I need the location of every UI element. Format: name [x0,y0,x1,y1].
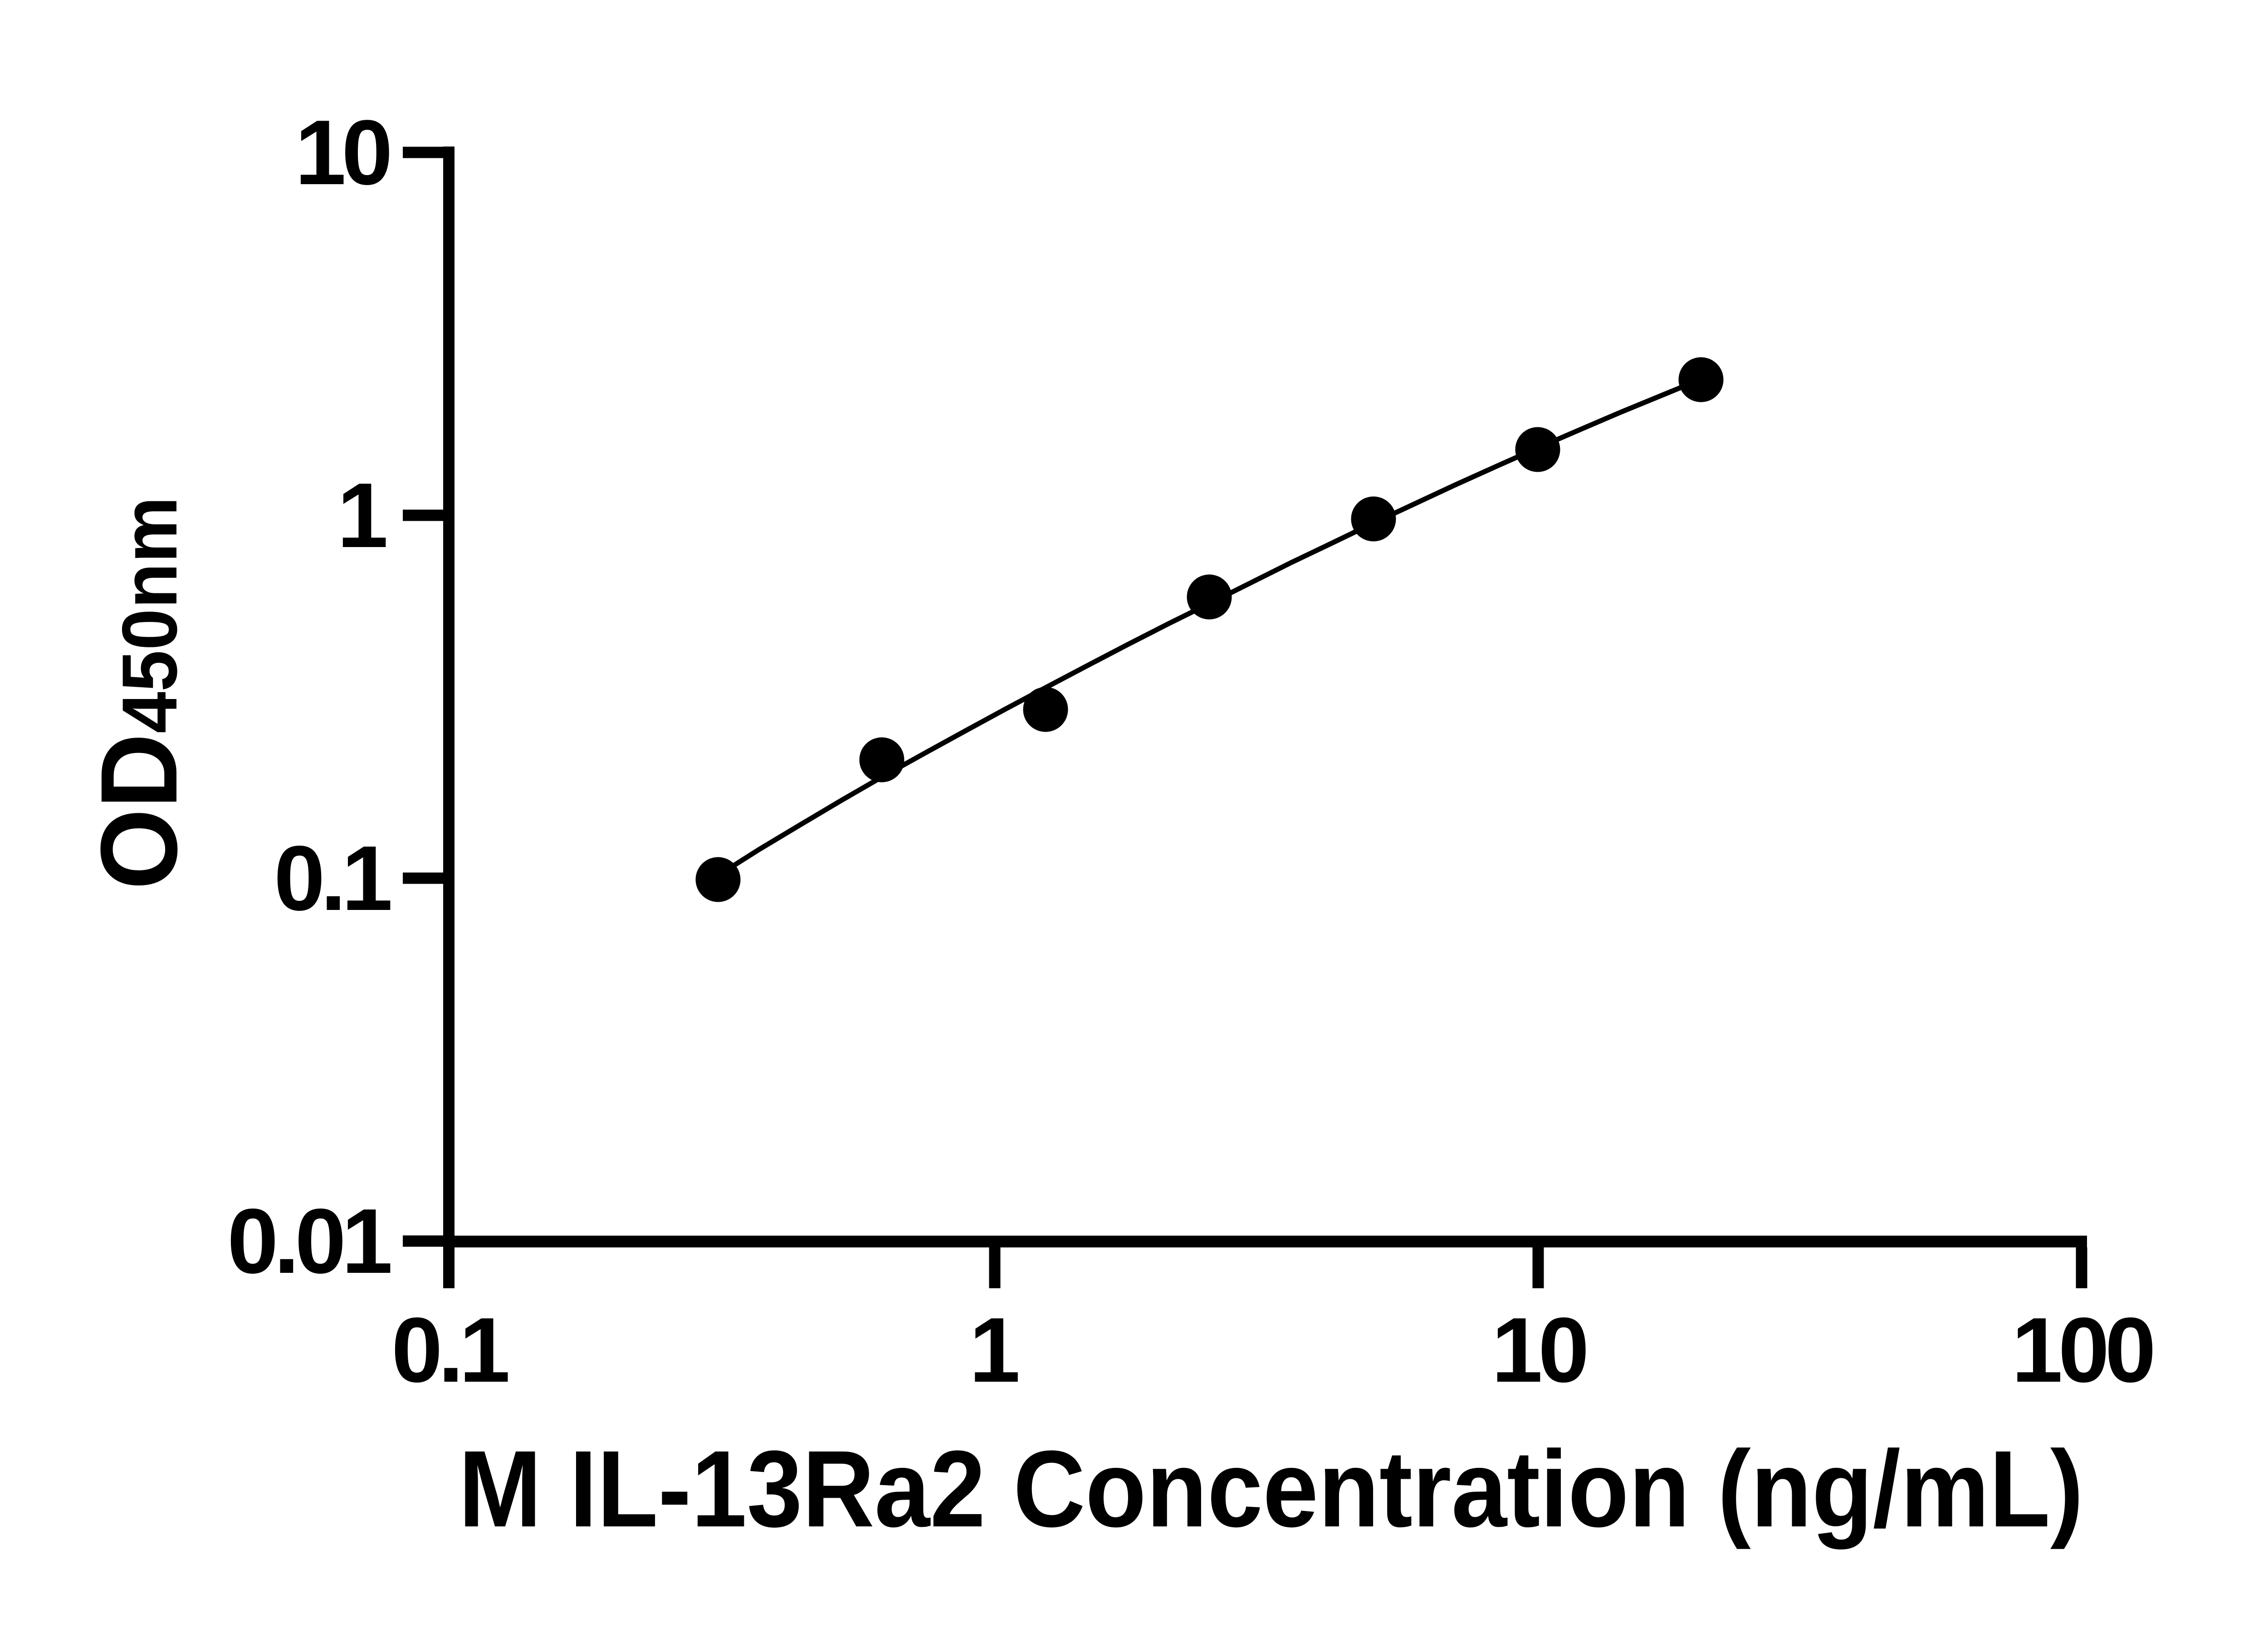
svg-text:1: 1 [337,464,388,567]
svg-text:100: 100 [2012,1299,2153,1402]
svg-text:0.1: 0.1 [274,827,391,930]
svg-text:0.1: 0.1 [391,1299,508,1402]
svg-text:10: 10 [1491,1299,1586,1402]
svg-text:10: 10 [295,101,389,204]
svg-text:0.01: 0.01 [227,1190,391,1293]
svg-text:M IL-13Ra2 Concentration (ng/m: M IL-13Ra2 Concentration (ng/mL) [459,1428,2083,1550]
svg-text:1: 1 [969,1299,1021,1402]
